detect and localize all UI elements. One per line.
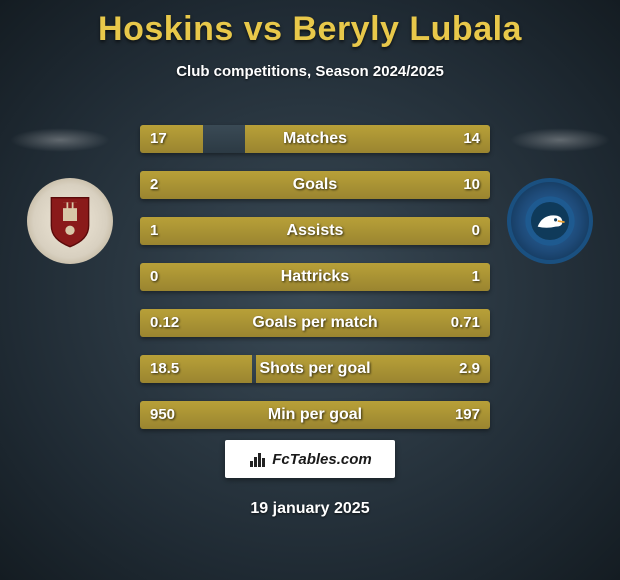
stat-row-matches: 17 Matches 14 bbox=[140, 125, 490, 153]
comparison-title: Hoskins vs Beryly Lubala bbox=[0, 0, 620, 49]
stat-label: Min per goal bbox=[140, 401, 490, 429]
stat-label: Hattricks bbox=[140, 263, 490, 291]
stat-label: Shots per goal bbox=[140, 355, 490, 383]
stat-right-value: 0.71 bbox=[441, 309, 490, 337]
stat-label: Goals bbox=[140, 171, 490, 199]
stat-right-value: 197 bbox=[445, 401, 490, 429]
crest-right-icon bbox=[522, 193, 578, 249]
logo-text: FcTables.com bbox=[272, 451, 371, 468]
fctables-logo: FcTables.com bbox=[225, 440, 395, 478]
bars-icon bbox=[248, 449, 268, 469]
stat-right-value: 2.9 bbox=[449, 355, 490, 383]
shadow-right bbox=[510, 128, 610, 152]
stat-row-assists: 1 Assists 0 bbox=[140, 217, 490, 245]
stat-row-min-per-goal: 950 Min per goal 197 bbox=[140, 401, 490, 429]
stat-right-value: 1 bbox=[462, 263, 490, 291]
stat-right-value: 10 bbox=[453, 171, 490, 199]
stat-row-hattricks: 0 Hattricks 1 bbox=[140, 263, 490, 291]
stat-row-shots-per-goal: 18.5 Shots per goal 2.9 bbox=[140, 355, 490, 383]
team-crest-left bbox=[27, 178, 113, 264]
stat-row-goals: 2 Goals 10 bbox=[140, 171, 490, 199]
stat-row-goals-per-match: 0.12 Goals per match 0.71 bbox=[140, 309, 490, 337]
stats-bars-container: 17 Matches 14 2 Goals 10 1 Assists 0 0 H… bbox=[140, 125, 490, 447]
comparison-subtitle: Club competitions, Season 2024/2025 bbox=[0, 63, 620, 80]
stat-label: Assists bbox=[140, 217, 490, 245]
stat-label: Matches bbox=[140, 125, 490, 153]
snapshot-date: 19 january 2025 bbox=[0, 500, 620, 518]
crest-left-icon bbox=[42, 193, 98, 249]
stat-label: Goals per match bbox=[140, 309, 490, 337]
stat-right-value: 0 bbox=[462, 217, 490, 245]
shadow-left bbox=[10, 128, 110, 152]
stat-right-value: 14 bbox=[453, 125, 490, 153]
team-crest-right bbox=[507, 178, 593, 264]
